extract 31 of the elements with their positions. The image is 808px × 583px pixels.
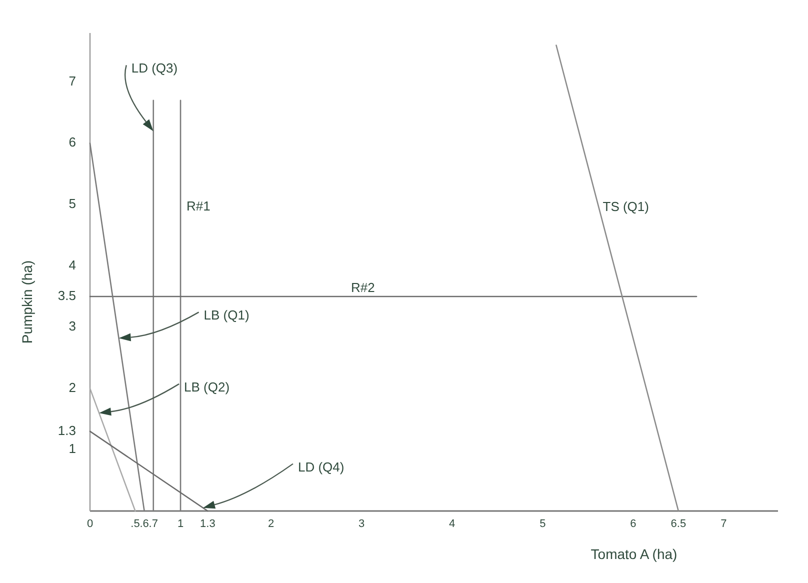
x-tick-label: 4 (449, 518, 456, 530)
x-tick-label: 3 (358, 518, 365, 530)
x-tick-label: 1.3 (200, 518, 216, 530)
x-tick-label: 1 (177, 518, 184, 530)
x-tick-label: .5 (130, 518, 140, 530)
y-tick-label: 4 (68, 257, 76, 272)
text: LB (Q1) (204, 308, 250, 323)
series-label: R#1 (186, 198, 210, 214)
text: LB (Q2) (184, 379, 230, 394)
series-label: TS (Q1) (602, 199, 649, 214)
y-tick-label: 3.5 (58, 288, 76, 303)
x-tick-label: 6.5 (670, 518, 686, 530)
y-tick-label: 5 (68, 196, 76, 212)
x-axis-title: Tomato A (ha) (590, 546, 678, 562)
y-tick-label: 2 (68, 380, 76, 395)
y-tick-label: 1.3 (58, 422, 76, 438)
x-tick-label: 5 (540, 518, 546, 530)
y-tick-label: 7 (68, 73, 76, 88)
y-tick-label: 3 (68, 318, 76, 334)
x-tick-label: 2 (268, 518, 274, 530)
x-tick-label: .7 (148, 518, 158, 530)
x-tick-label: 7 (720, 518, 727, 530)
text: LD (Q3) (131, 60, 178, 76)
y-axis-title: Pumpkin (ha) (19, 260, 35, 344)
text: LD (Q4) (298, 459, 344, 474)
x-tick-label: .6 (140, 518, 149, 530)
y-tick-label: 1 (68, 441, 76, 456)
series-label: R#2 (351, 280, 375, 295)
y-tick-label: 6 (68, 134, 76, 150)
x-tick-label: 6 (630, 518, 636, 530)
x-tick-label: 0 (86, 518, 94, 530)
